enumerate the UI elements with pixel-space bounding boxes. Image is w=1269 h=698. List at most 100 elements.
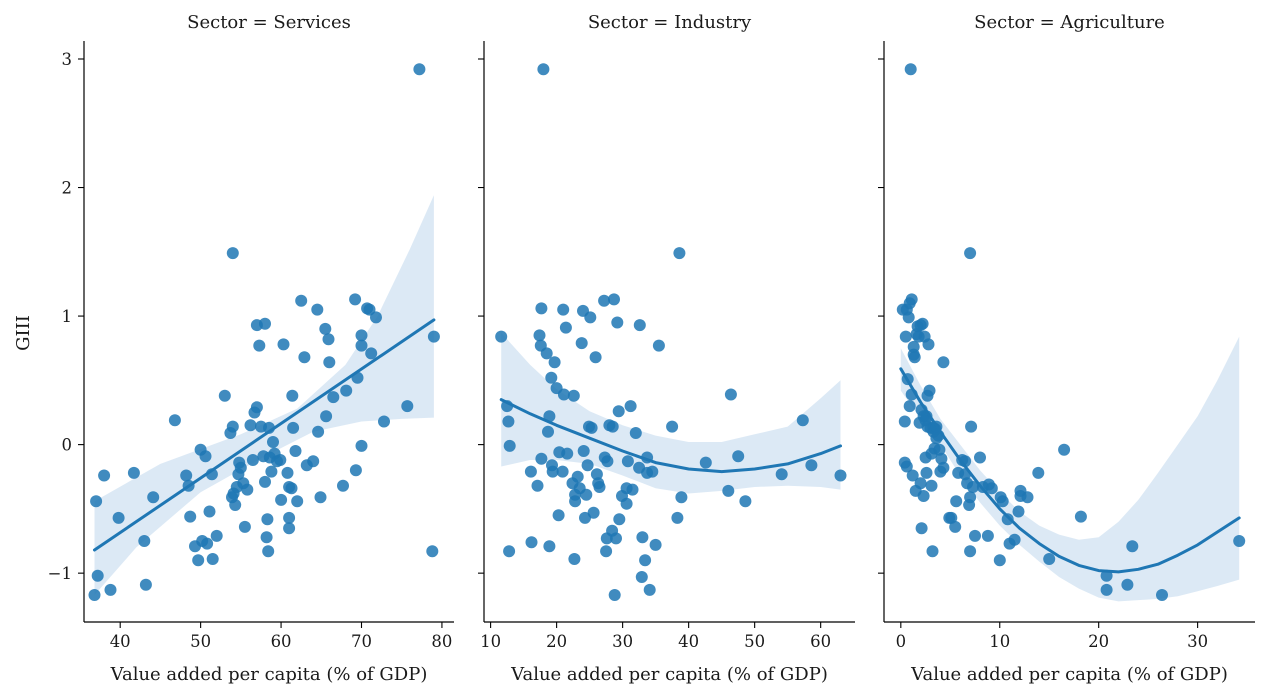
data-point-industry-39 [579, 511, 591, 524]
data-point-industry-34 [571, 470, 584, 483]
data-point-services-81 [337, 479, 349, 492]
data-point-services-91 [365, 347, 378, 360]
data-point-industry-85 [675, 491, 688, 504]
data-point-industry-58 [608, 293, 620, 306]
data-point-agriculture-70 [974, 451, 986, 464]
data-point-industry-7 [531, 479, 544, 492]
data-point-industry-72 [633, 319, 646, 332]
data-point-agriculture-26 [916, 317, 929, 330]
data-point-services-39 [246, 454, 259, 466]
x-tick-label: 50 [190, 632, 211, 651]
data-point-services-13 [184, 510, 197, 523]
data-point-agriculture-78 [1001, 513, 1014, 526]
data-point-agriculture-80 [1008, 533, 1021, 546]
regression-line [93, 318, 436, 552]
points-industry [495, 63, 847, 601]
data-point-industry-40 [580, 488, 593, 501]
data-point-industry-91 [775, 468, 788, 481]
data-point-industry-93 [805, 459, 818, 472]
data-point-services-49 [261, 513, 274, 526]
data-point-agriculture-56 [949, 520, 962, 533]
regression-line-agriculture [899, 367, 1241, 574]
data-point-services-19 [201, 537, 214, 550]
data-point-industry-73 [635, 571, 648, 583]
x-tick-label: 80 [431, 632, 452, 651]
data-point-agriculture-90 [1100, 583, 1113, 596]
panel-industry: 10 20 30 40 50 60 Sector = Industry Value add… [478, 12, 855, 685]
data-point-agriculture-67 [965, 420, 978, 433]
data-point-services-54 [267, 436, 279, 448]
data-point-agriculture-65 [964, 545, 977, 558]
data-point-agriculture-12 [905, 293, 918, 306]
data-point-industry-44 [585, 421, 598, 434]
data-point-industry-69 [626, 483, 639, 496]
data-point-industry-27 [559, 321, 572, 334]
data-point-industry-67 [621, 455, 634, 468]
data-point-industry-54 [601, 455, 614, 468]
data-point-industry-46 [589, 351, 602, 364]
data-point-services-47 [259, 317, 271, 330]
data-point-industry-88 [724, 388, 737, 401]
data-point-services-74 [312, 425, 325, 438]
data-point-industry-92 [796, 414, 809, 427]
y-tick-label: 1 [62, 307, 73, 326]
data-point-services-92 [370, 311, 382, 324]
data-point-services-2 [91, 569, 104, 582]
data-point-services-64 [285, 482, 298, 495]
axes-industry: 10 20 30 40 50 60 [478, 41, 855, 651]
data-point-services-5 [112, 511, 125, 524]
data-point-industry-61 [611, 316, 624, 329]
data-point-services-66 [287, 421, 300, 434]
points-services [88, 63, 440, 601]
data-point-industry-82 [666, 420, 679, 433]
x-axis-label-agriculture: Value added per capita (% of GDP) [910, 664, 1228, 685]
x-tick-label: 30 [612, 632, 633, 651]
data-point-agriculture-10 [904, 63, 917, 76]
data-point-industry-6 [525, 536, 538, 549]
data-point-services-20 [203, 505, 216, 518]
data-point-services-67 [289, 445, 302, 457]
data-point-agriculture-55 [945, 511, 958, 524]
data-point-industry-16 [543, 540, 556, 553]
data-point-services-10 [168, 414, 181, 427]
data-point-services-70 [298, 351, 311, 364]
data-point-services-6 [127, 466, 140, 479]
data-point-services-60 [281, 466, 294, 479]
confidence-band [900, 336, 1240, 602]
data-point-industry-59 [608, 589, 621, 601]
data-point-services-58 [275, 493, 288, 506]
data-point-industry-57 [606, 420, 619, 433]
data-point-agriculture-81 [1012, 505, 1025, 518]
data-point-services-7 [138, 535, 151, 547]
data-point-services-59 [277, 338, 290, 351]
x-tick-label: 30 [1187, 632, 1208, 651]
data-point-agriculture-88 [1074, 510, 1087, 523]
data-point-services-83 [349, 293, 362, 306]
data-point-services-86 [355, 329, 368, 342]
data-point-services-15 [192, 554, 205, 567]
x-tick-label: 20 [1088, 632, 1109, 651]
x-tick-label: 10 [989, 632, 1010, 651]
data-point-agriculture-51 [935, 452, 948, 465]
data-point-industry-87 [722, 484, 735, 497]
data-point-industry-83 [671, 511, 684, 524]
regression-line-industry [499, 398, 842, 474]
regression-line [899, 367, 1241, 574]
regression-line [499, 398, 842, 474]
regression-line-services [93, 318, 436, 552]
data-point-services-8 [139, 578, 152, 591]
data-point-services-34 [234, 461, 247, 474]
data-point-agriculture-91 [1121, 578, 1134, 591]
data-point-industry-86 [699, 456, 712, 469]
data-point-industry-14 [542, 425, 554, 438]
data-point-services-84 [349, 464, 362, 477]
data-point-services-53 [265, 465, 278, 478]
data-point-agriculture-84 [1021, 491, 1034, 504]
x-tick-label: 50 [744, 632, 765, 651]
data-point-services-36 [238, 520, 251, 533]
data-point-agriculture-86 [1043, 553, 1056, 565]
data-point-services-82 [340, 384, 353, 397]
points-agriculture [896, 63, 1246, 601]
data-point-industry-33 [569, 495, 582, 508]
data-point-industry-47 [590, 468, 603, 481]
